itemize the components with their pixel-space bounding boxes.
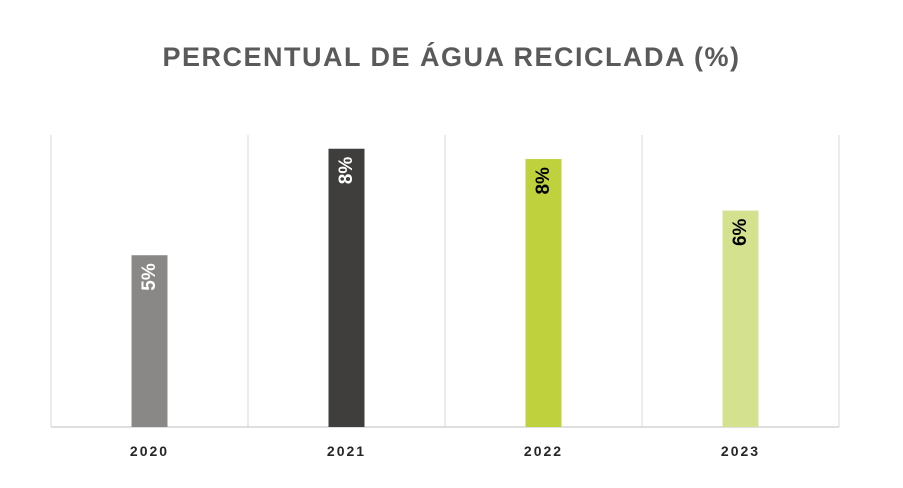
- x-tick-label-2020: 2020: [130, 443, 169, 459]
- data-label-2023: 6%: [730, 218, 751, 246]
- bar-2022: [525, 159, 562, 427]
- bar-2023: [722, 210, 759, 427]
- chart-title: PERCENTUAL DE ÁGUA RECICLADA (%): [162, 42, 741, 72]
- bar-2020: [131, 255, 168, 427]
- x-tick-label-2022: 2022: [524, 443, 563, 459]
- data-label-2022: 8%: [533, 167, 554, 195]
- x-tick-label-2021: 2021: [327, 443, 366, 459]
- data-label-2021: 8%: [336, 157, 357, 185]
- x-tick-label-2023: 2023: [721, 443, 760, 459]
- data-label-2020: 5%: [139, 263, 160, 291]
- bar-2021: [328, 148, 365, 427]
